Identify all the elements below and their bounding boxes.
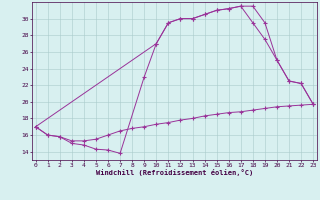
X-axis label: Windchill (Refroidissement éolien,°C): Windchill (Refroidissement éolien,°C) — [96, 169, 253, 176]
